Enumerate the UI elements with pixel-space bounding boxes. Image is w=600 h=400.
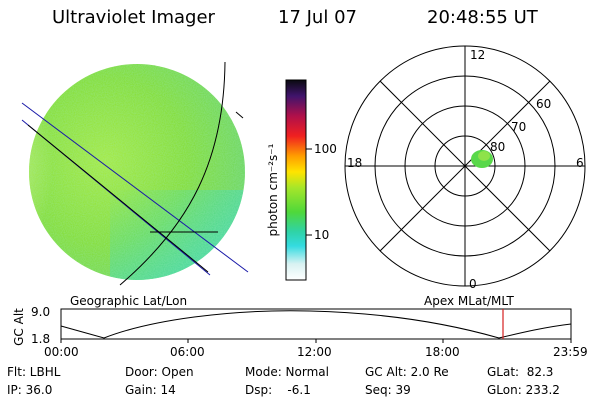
status-mode: Mode: Normal [245,365,329,379]
orbit-left-label: Geographic Lat/Lon [70,294,188,308]
orbit-xtick-1800: 18:00 [425,345,460,359]
status-seq: Seq: 39 [365,383,411,397]
geo-grid-line [235,111,244,119]
mlat-label-80: 80 [490,140,506,154]
mlt-label-6: 6 [576,156,584,170]
colorbar-scale [285,79,307,281]
orbit-ytick-low: 1.8 [31,332,51,346]
orbit-xtick-1200: 12:00 [297,345,332,359]
orbit-xtick-0600: 06:00 [170,345,205,359]
image-time: 20:48:55 UT [427,7,538,28]
colorbar-tick-10: 10 [314,228,330,242]
orbit-xtick-0000: 00:00 [44,345,79,359]
mlt-label-18: 18 [347,156,363,170]
image-date: 17 Jul 07 [278,7,357,28]
status-glon: GLon: 233.2 [487,383,560,397]
orbit-xtick-2359: 23:59 [553,345,588,359]
orbit-ytick-high: 9.0 [31,305,51,319]
geo-grid-line [21,102,249,273]
instrument-title: Ultraviolet Imager [52,7,215,28]
status-gain: Gain: 14 [125,383,176,397]
mlat-label-70: 70 [511,120,527,134]
geo-grid-line [27,124,209,273]
status-door: Door: Open [125,365,194,379]
status-filter: Flt: LBHL [7,365,61,379]
mlt-label-0: 0 [469,277,477,291]
colorbar-tick-100: 100 [314,142,337,156]
status-ip: IP: 36.0 [7,383,53,397]
status-gc-alt: GC Alt: 2.0 Re [365,365,449,379]
altitude-curve [60,310,572,339]
terminator-line [119,61,226,286]
orbit-right-label: Apex MLat/MLT [424,294,514,308]
mlat-label-60: 60 [536,97,552,111]
status-glat: GLat: 82.3 [487,365,554,379]
status-dsp: Dsp: -6.1 [245,383,311,397]
mlt-label-12: 12 [470,48,486,62]
